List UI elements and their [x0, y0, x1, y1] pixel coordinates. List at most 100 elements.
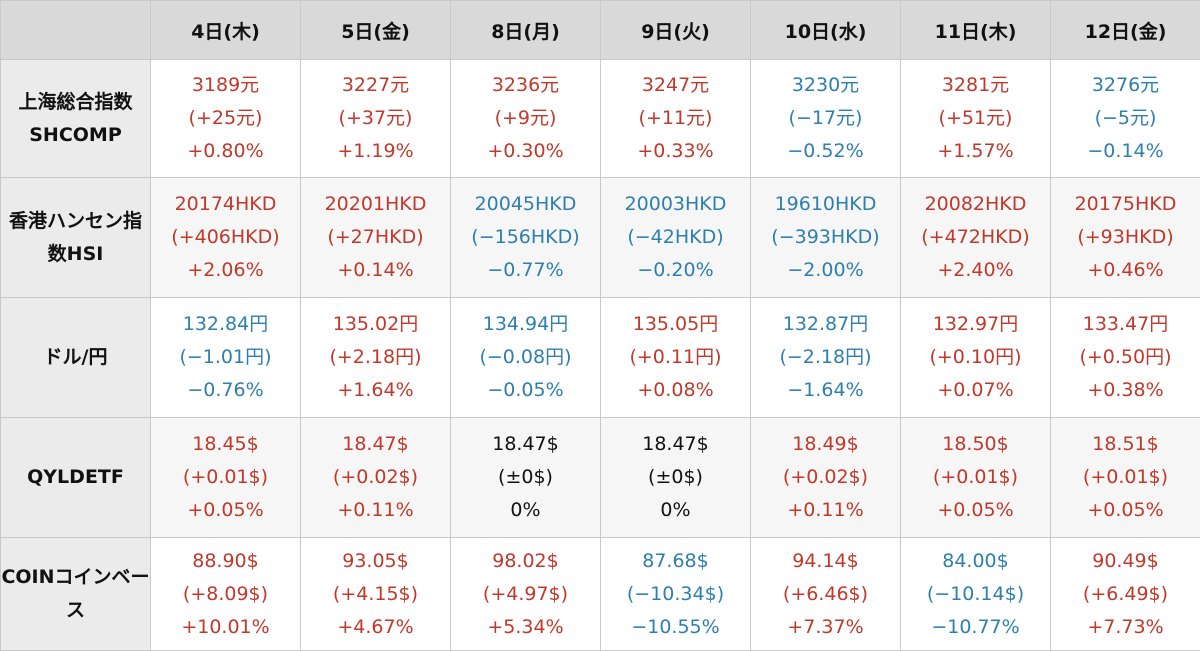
quote-cell: 18.45$(+0.01$)+0.05% [151, 418, 301, 538]
quote-cell: 20082HKD(+472HKD)+2.40% [901, 178, 1051, 298]
quote-change: (−156HKD) [451, 221, 600, 254]
quote-change: (+2.18円) [301, 341, 450, 374]
quote-cell: 20045HKD(−156HKD)−0.77% [451, 178, 601, 298]
quote-price: 134.94円 [451, 308, 600, 341]
quote-price: 88.90$ [151, 545, 300, 578]
quote-percent: −2.00% [751, 254, 900, 287]
quote-change: (+0.11円) [601, 341, 750, 374]
quote-change: (−42HKD) [601, 221, 750, 254]
quote-cell: 98.02$(+4.97$)+5.34% [451, 538, 601, 651]
quote-change: (+472HKD) [901, 221, 1050, 254]
quote-change: (±0$) [601, 461, 750, 494]
quote-cell: 94.14$(+6.46$)+7.37% [751, 538, 901, 651]
row-label: 香港ハンセン指数HSI [1, 178, 151, 298]
quote-cell: 18.50$(+0.01$)+0.05% [901, 418, 1051, 538]
quote-price: 3230元 [751, 69, 900, 102]
quote-cell: 134.94円(−0.08円)−0.05% [451, 298, 601, 418]
quote-cell: 90.49$(+6.49$)+7.73% [1051, 538, 1200, 651]
quote-cell: 3276元(−5元)−0.14% [1051, 60, 1200, 178]
quote-percent: +0.80% [151, 135, 300, 168]
quote-percent: +0.11% [751, 494, 900, 527]
quote-percent: +1.64% [301, 374, 450, 407]
quote-cell: 3236元(+9元)+0.30% [451, 60, 601, 178]
quote-cell: 20003HKD(−42HKD)−0.20% [601, 178, 751, 298]
row-label-line: 香港ハンセン [9, 210, 123, 232]
quote-cell: 20201HKD(+27HKD)+0.14% [301, 178, 451, 298]
quote-cell: 18.51$(+0.01$)+0.05% [1051, 418, 1200, 538]
quote-percent: 0% [451, 494, 600, 527]
row-label-line: ETF [85, 466, 124, 488]
quote-price: 132.87円 [751, 308, 900, 341]
day-header: 10日(水) [751, 1, 901, 60]
quote-change: (+93HKD) [1051, 221, 1200, 254]
quote-price: 18.47$ [301, 428, 450, 461]
quote-percent: +7.37% [751, 611, 900, 644]
quote-price: 132.84円 [151, 308, 300, 341]
quote-percent: −0.14% [1051, 135, 1200, 168]
quote-price: 135.02円 [301, 308, 450, 341]
quote-percent: +0.30% [451, 135, 600, 168]
quote-change: (−393HKD) [751, 221, 900, 254]
quote-cell: 135.05円(+0.11円)+0.08% [601, 298, 751, 418]
quote-cell: 3230元(−17元)−0.52% [751, 60, 901, 178]
quote-price: 3281元 [901, 69, 1050, 102]
quote-percent: +2.06% [151, 254, 300, 287]
quote-cell: 19610HKD(−393HKD)−2.00% [751, 178, 901, 298]
quote-percent: +0.08% [601, 374, 750, 407]
quote-change: (+0.01$) [1051, 461, 1200, 494]
quote-percent: −0.52% [751, 135, 900, 168]
quote-cell: 133.47円(+0.50円)+0.38% [1051, 298, 1200, 418]
quote-change: (+4.15$) [301, 578, 450, 611]
quote-price: 18.47$ [601, 428, 750, 461]
quote-percent: −10.77% [901, 611, 1050, 644]
quote-percent: +0.14% [301, 254, 450, 287]
quote-cell: 20174HKD(+406HKD)+2.06% [151, 178, 301, 298]
quote-cell: 3247元(+11元)+0.33% [601, 60, 751, 178]
quote-percent: +7.73% [1051, 611, 1200, 644]
quote-price: 94.14$ [751, 545, 900, 578]
quote-cell: 18.49$(+0.02$)+0.11% [751, 418, 901, 538]
quote-percent: +4.67% [301, 611, 450, 644]
quote-change: (−10.34$) [601, 578, 750, 611]
quote-price: 93.05$ [301, 545, 450, 578]
quote-change: (+0.10円) [901, 341, 1050, 374]
day-header: 4日(木) [151, 1, 301, 60]
quote-change: (+6.49$) [1051, 578, 1200, 611]
quote-change: (+37元) [301, 102, 450, 135]
quote-percent: +0.38% [1051, 374, 1200, 407]
quote-price: 18.51$ [1051, 428, 1200, 461]
quote-cell: 20175HKD(+93HKD)+0.46% [1051, 178, 1200, 298]
quote-change: (+0.50円) [1051, 341, 1200, 374]
row-label: COINコインベース [1, 538, 151, 651]
quote-cell: 18.47$(±0$)0% [451, 418, 601, 538]
quote-cell: 18.47$(+0.02$)+0.11% [301, 418, 451, 538]
row-label-line: SHCOMP [29, 124, 122, 146]
quote-price: 98.02$ [451, 545, 600, 578]
quote-price: 3247元 [601, 69, 750, 102]
quote-price: 19610HKD [751, 188, 900, 221]
quote-change: (+0.02$) [751, 461, 900, 494]
header-row: 4日(木) 5日(金) 8日(月) 9日(火) 10日(水) 11日(木) 12… [1, 1, 1200, 60]
quote-cell: 3189元(+25元)+0.80% [151, 60, 301, 178]
quote-percent: +0.05% [1051, 494, 1200, 527]
quote-cell: 135.02円(+2.18円)+1.64% [301, 298, 451, 418]
quote-change: (−0.08円) [451, 341, 600, 374]
day-header: 11日(木) [901, 1, 1051, 60]
quote-price: 20045HKD [451, 188, 600, 221]
quote-cell: 3227元(+37元)+1.19% [301, 60, 451, 178]
quote-percent: −1.64% [751, 374, 900, 407]
quote-cell: 3281元(+51元)+1.57% [901, 60, 1051, 178]
row-label-line: ドル/円 [44, 346, 108, 368]
quote-percent: +1.19% [301, 135, 450, 168]
quote-cell: 132.97円(+0.10円)+0.07% [901, 298, 1051, 418]
quote-price: 3227元 [301, 69, 450, 102]
quote-change: (+27HKD) [301, 221, 450, 254]
quote-percent: +0.05% [901, 494, 1050, 527]
quote-price: 20003HKD [601, 188, 750, 221]
quote-percent: +0.33% [601, 135, 750, 168]
quote-percent: +10.01% [151, 611, 300, 644]
quote-change: (−1.01円) [151, 341, 300, 374]
